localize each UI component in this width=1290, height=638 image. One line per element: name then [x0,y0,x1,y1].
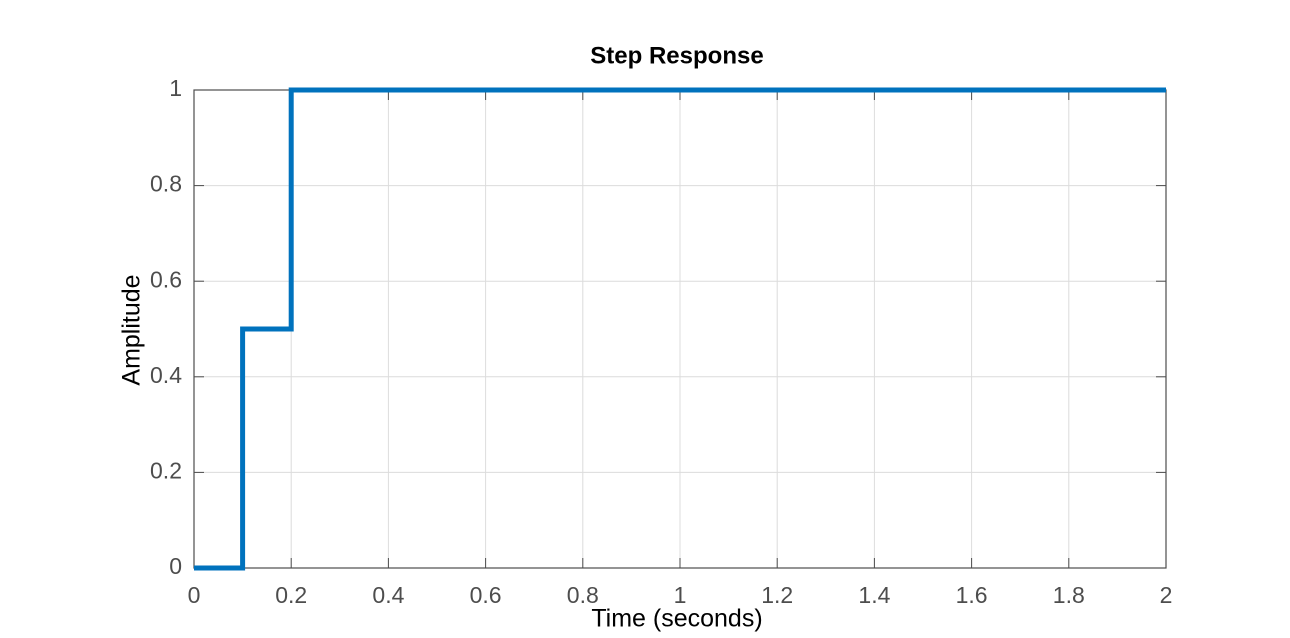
x-tick-label: 1.2 [761,582,793,608]
y-axis-label: Amplitude [118,274,146,385]
x-tick-label: 0.8 [567,582,599,608]
y-tick-label: 0.2 [150,457,182,483]
x-axis-label: Time (seconds) [591,605,762,633]
y-tick-label: 0.4 [150,362,182,388]
x-tick-label: 0.2 [275,582,307,608]
y-tick-label: 0.8 [150,171,182,197]
chart-title: Step Response [590,42,763,69]
x-tick-label: 1.4 [858,582,890,608]
x-tick-label: 1.6 [956,582,988,608]
data-line [194,87,1166,571]
x-tick-label: 1.8 [1053,582,1085,608]
x-tick-label: 1 [674,582,687,608]
y-tick-label: 1 [169,75,182,101]
x-tick-label: 0.6 [470,582,502,608]
x-tick-label: 2 [1160,582,1173,608]
x-tick-label: 0.4 [372,582,404,608]
x-tick-label: 0 [188,582,201,608]
y-tick-label: 0 [169,553,182,579]
y-tick-label: 0.6 [150,266,182,292]
